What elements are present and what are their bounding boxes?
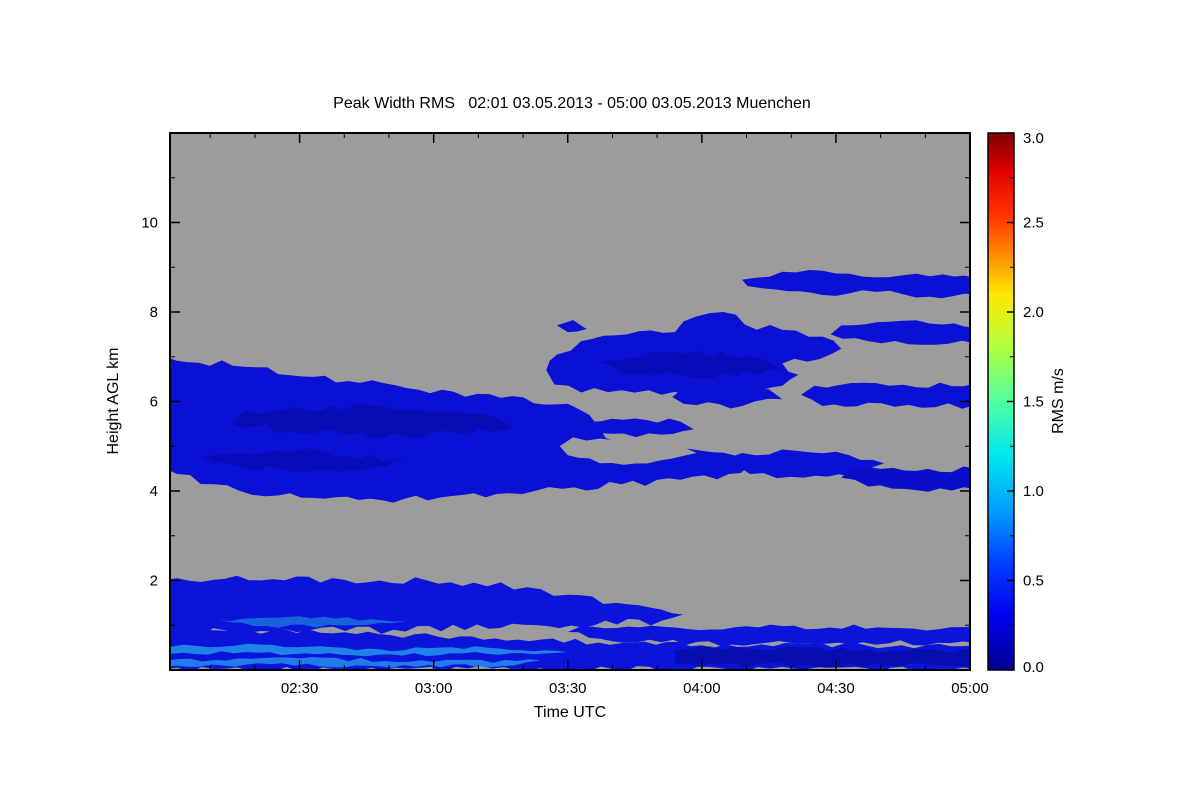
- region-band6-right: [801, 382, 970, 409]
- x-tick-label: 03:00: [415, 680, 453, 697]
- colorbar-tick-label: 2.5: [1023, 215, 1044, 232]
- y-tick-label: 4: [150, 483, 158, 500]
- colorbar-tick-label: 2.0: [1023, 304, 1044, 321]
- colorbar-tick-label: 0.5: [1023, 573, 1044, 590]
- y-tick-label: 10: [141, 215, 158, 232]
- y-axis-label: Height AGL km: [105, 347, 122, 454]
- x-axis-label: Time UTC: [534, 704, 606, 721]
- colorbar-label: RMS m/s: [1050, 368, 1067, 434]
- colorbar-tick-label: 0.0: [1023, 659, 1044, 676]
- region-mottle-2: [192, 448, 407, 473]
- x-tick-label: 03:30: [549, 680, 587, 697]
- y-tick-label: 8: [150, 304, 158, 321]
- chart-title: Peak Width RMS 02:01 03.05.2013 - 05:00 …: [333, 95, 811, 112]
- region-mid-small-blob: [581, 418, 694, 438]
- y-tick-label: 6: [150, 394, 158, 411]
- region-mottle-3: [599, 350, 783, 379]
- colorbar-tick-label: 1.5: [1023, 394, 1044, 411]
- colorbar-tick-label: 3.0: [1023, 130, 1044, 147]
- x-tick-label: 04:30: [817, 680, 855, 697]
- colorbar: 0.0 0.5 1.0 1.5 2.0 2.5 3.0 RMS m/s: [987, 130, 1067, 676]
- heatmap-regions: [170, 270, 970, 670]
- region-upper-right-band: [830, 320, 970, 345]
- region-mid-gray-notch: [559, 437, 697, 465]
- region-mottle-1: [232, 404, 515, 439]
- y-axis: 2 4 6 8 10: [141, 177, 970, 626]
- colorbar-tick-label: 1.0: [1023, 483, 1044, 500]
- region-upper-mid-mass: [546, 312, 842, 396]
- region-dark-strip-bottom-right: [675, 646, 970, 668]
- x-tick-label: 05:00: [951, 680, 989, 697]
- region-cyan-patch: [219, 616, 407, 628]
- region-mid-band-right: [723, 449, 885, 479]
- region-mid-strip-right: [841, 466, 970, 492]
- x-tick-label: 02:30: [281, 680, 319, 697]
- region-low-streak: [567, 624, 970, 646]
- x-axis: 02:30 03:00 03:30 04:00 04:30 05:00: [209, 133, 989, 697]
- region-top-strip: [742, 270, 970, 299]
- region-mid-left-mass: [170, 358, 751, 503]
- region-upper-speck: [557, 320, 587, 333]
- colorbar-ticks: 0.0 0.5 1.0 1.5 2.0 2.5 3.0: [1007, 130, 1044, 676]
- region-cyan-streak-1: [170, 643, 568, 657]
- x-tick-label: 04:00: [683, 680, 721, 697]
- region-band6-left: [672, 384, 783, 409]
- region-cyan-streak-2: [170, 657, 541, 668]
- y-tick-label: 2: [150, 573, 158, 590]
